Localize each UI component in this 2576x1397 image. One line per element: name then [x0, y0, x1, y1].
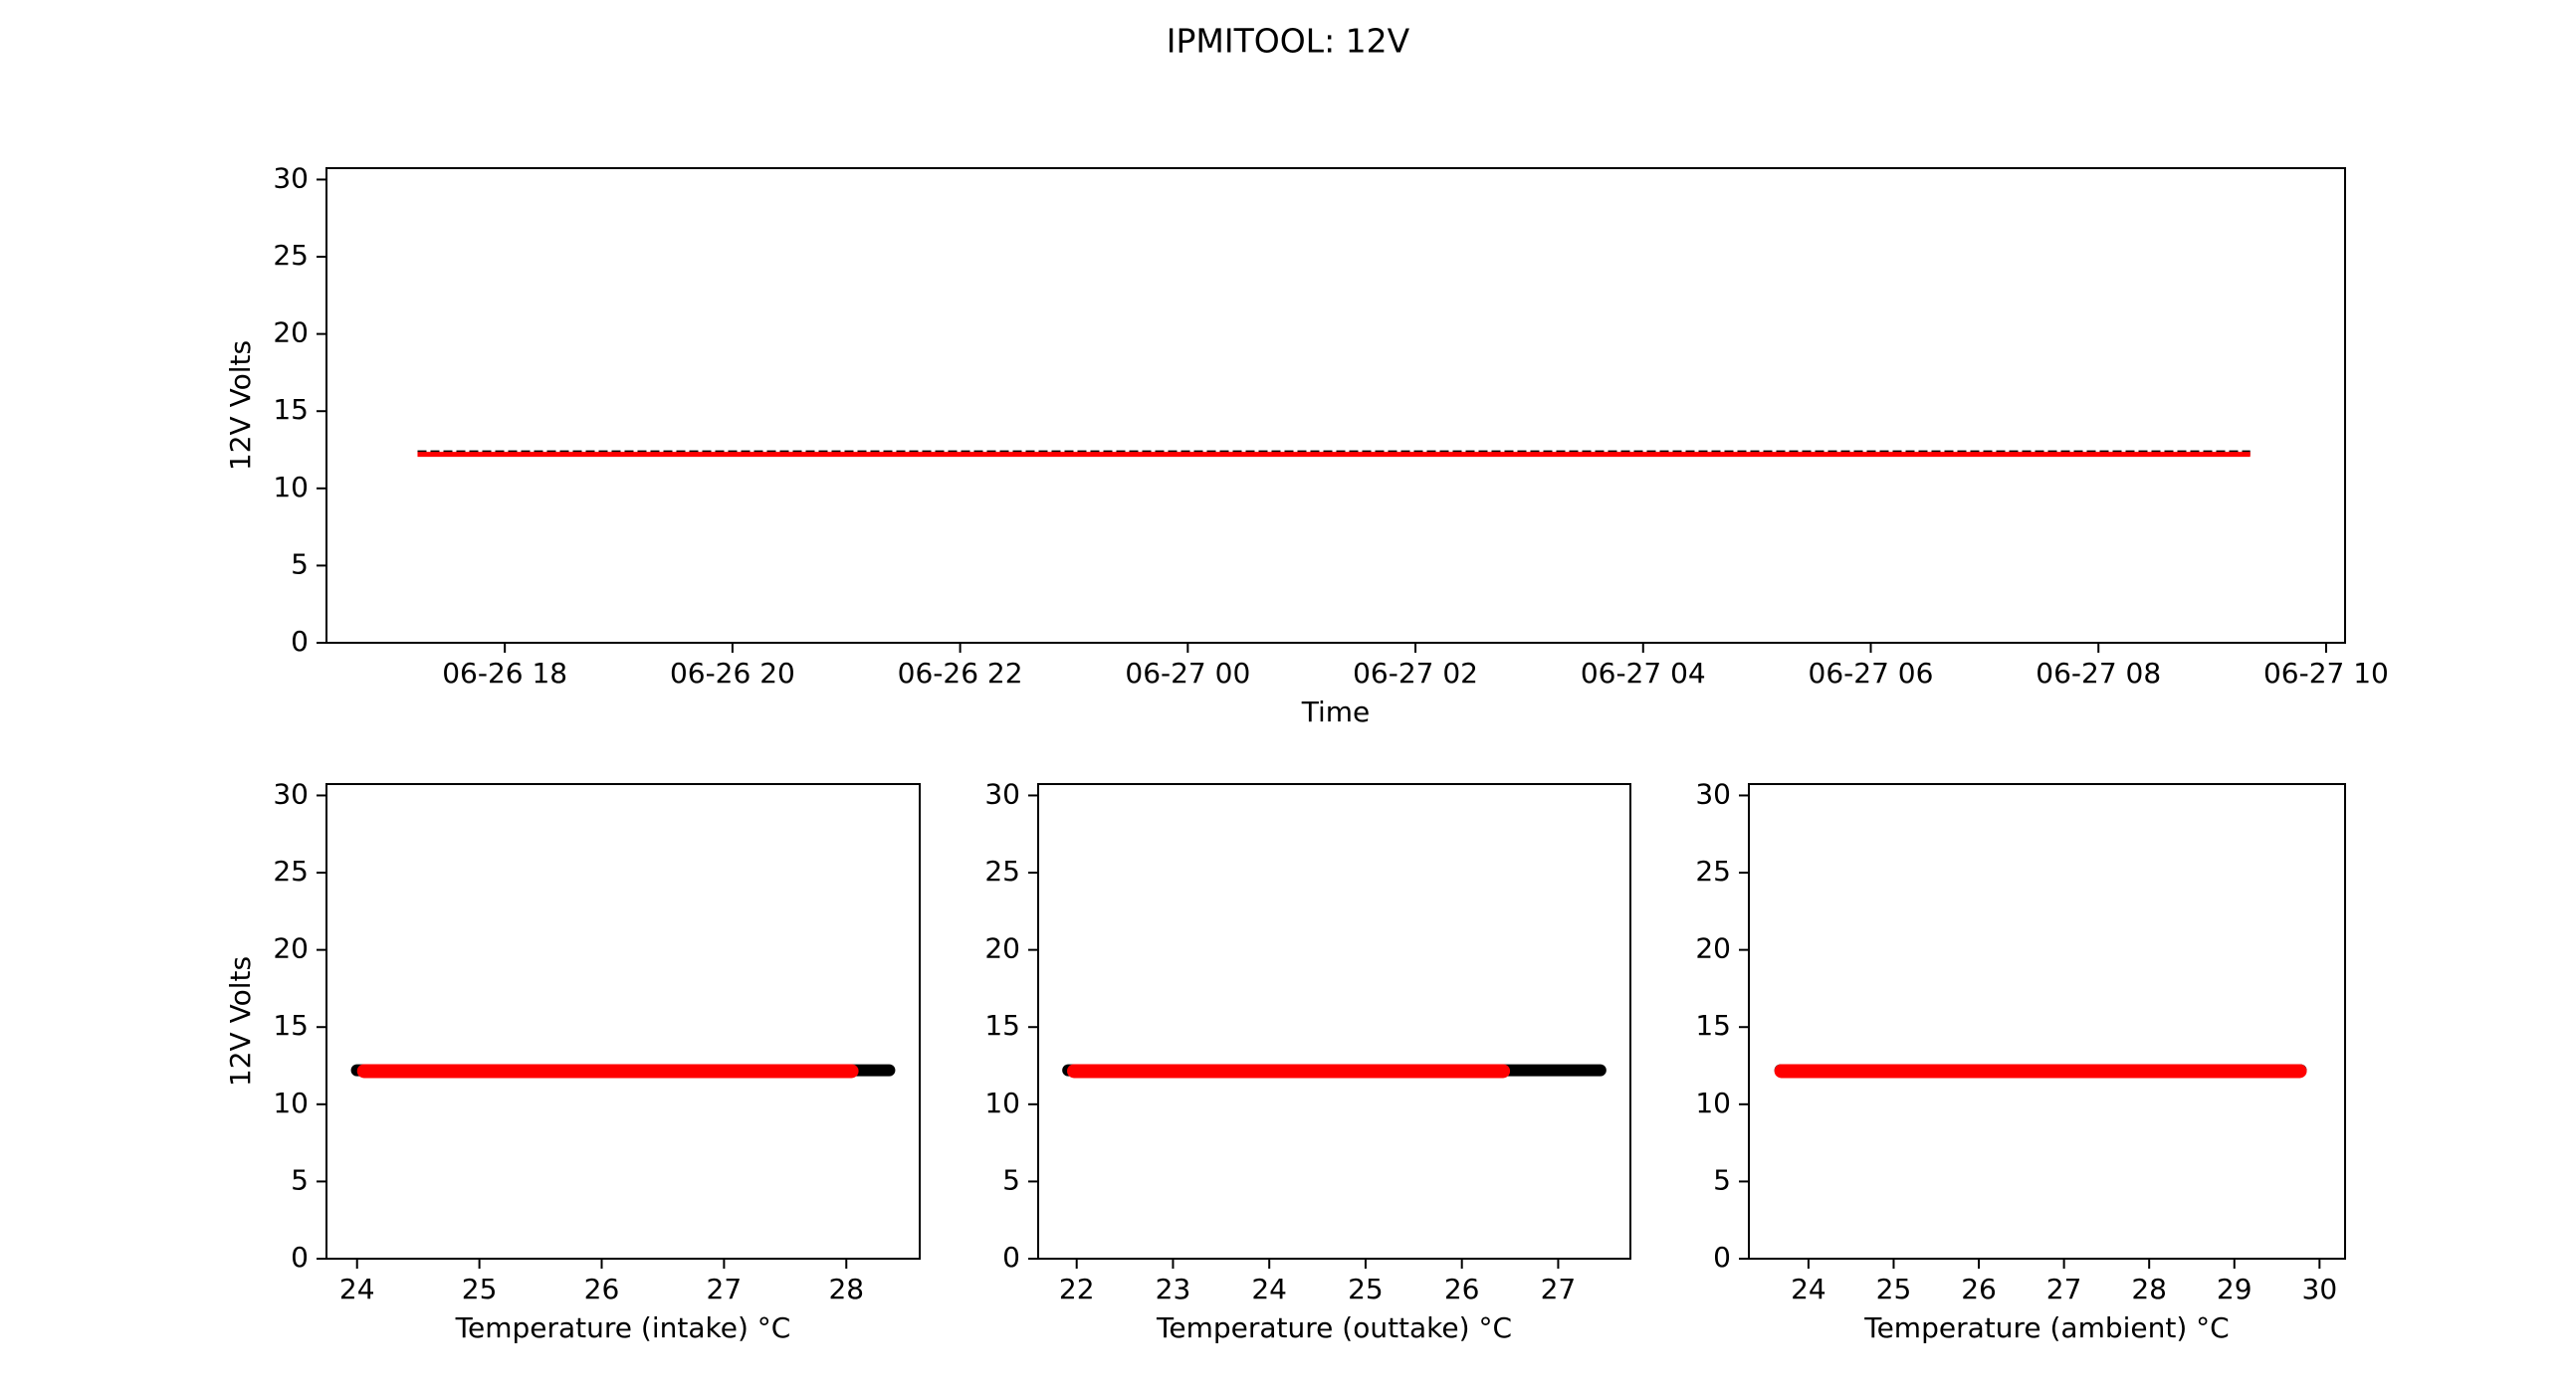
y-axis-label: 12V Volts [224, 340, 257, 471]
y-tick-label: 20 [984, 932, 1020, 965]
y-tick-label: 5 [1713, 1163, 1731, 1196]
axes-frame [325, 167, 2346, 644]
x-axis-label: Temperature (intake) °C [455, 1311, 791, 1344]
x-tick-label: 06-27 10 [2263, 657, 2389, 690]
series-band-red [356, 1064, 859, 1079]
x-tick-label: 28 [2131, 1273, 2167, 1305]
x-axis-label: Time [1301, 696, 1371, 728]
x-tick-label: 23 [1156, 1273, 1191, 1305]
series-red [1774, 1064, 2307, 1079]
y-tick-label: 25 [273, 855, 309, 888]
series-red [1067, 1064, 1511, 1079]
x-tick-label: 29 [2217, 1273, 2253, 1305]
x-tick-label: 25 [1876, 1273, 1912, 1305]
x-tick-label: 27 [1541, 1273, 1577, 1305]
series-band-red [1774, 1064, 2307, 1079]
x-tick-label: 28 [828, 1273, 864, 1305]
y-tick-label: 30 [1695, 777, 1731, 810]
chart-panel-3: 0 5 10 15 20 25 30 24 25 26 27 28 29 30 Temperature (a… [1695, 777, 2346, 1344]
y-tick-label: 5 [1002, 1163, 1020, 1196]
y-tick-label: 0 [1713, 1241, 1731, 1274]
y-tick-label: 20 [273, 932, 309, 965]
figure-title: IPMITOOL: 12V [1167, 22, 1410, 61]
x-tick-label: 26 [584, 1273, 620, 1305]
chart-panel-1: 0 5 10 15 20 25 30 24 25 26 27 28 Temperature (intak… [224, 777, 921, 1344]
x-tick-label: 26 [1961, 1273, 1997, 1305]
x-tick-label: 06-27 02 [1353, 657, 1478, 690]
x-tick-label: 24 [1251, 1273, 1287, 1305]
chart-panel-0: 0 5 10 15 20 25 30 06-26 18 06-26 20 06-26 22 06-2… [224, 161, 2389, 728]
x-tick-label: 25 [462, 1273, 498, 1305]
x-tick-label: 06-27 06 [1809, 657, 1934, 690]
y-tick-label: 25 [273, 239, 309, 272]
x-tick-label: 24 [339, 1273, 375, 1305]
x-tick-label: 25 [1348, 1273, 1384, 1305]
y-tick-label: 5 [291, 547, 309, 580]
x-axis-label: Temperature (outtake) °C [1156, 1311, 1512, 1344]
y-tick-label: 30 [984, 777, 1020, 810]
y-tick-label: 15 [273, 393, 309, 426]
x-tick-label: 22 [1059, 1273, 1095, 1305]
y-tick-label: 0 [291, 1241, 309, 1274]
y-tick-label: 15 [984, 1009, 1020, 1042]
axes-frame [1037, 783, 1631, 1260]
x-tick-label: 06-27 04 [1581, 657, 1706, 690]
x-tick-label: 27 [707, 1273, 743, 1305]
axes-frame [1748, 783, 2346, 1260]
y-tick-label: 10 [984, 1087, 1020, 1119]
y-tick-label: 15 [273, 1009, 309, 1042]
series-red [356, 1064, 859, 1079]
x-tick-label: 27 [2046, 1273, 2082, 1305]
y-axis-label: 12V Volts [224, 956, 257, 1087]
x-tick-label: 26 [1444, 1273, 1480, 1305]
y-tick-label: 20 [273, 316, 309, 349]
x-tick-label: 24 [1791, 1273, 1826, 1305]
x-tick-label: 06-26 22 [898, 657, 1023, 690]
y-tick-label: 25 [984, 855, 1020, 888]
chart-panel-2: 0 5 10 15 20 25 30 22 23 24 25 26 27 Temperature (out… [984, 777, 1631, 1344]
x-axis-label: Temperature (ambient) °C [1863, 1311, 2230, 1344]
x-tick-label: 06-27 00 [1125, 657, 1250, 690]
y-tick-label: 10 [273, 471, 309, 503]
x-tick-label: 06-26 18 [442, 657, 567, 690]
axes-frame [325, 783, 921, 1260]
y-tick-label: 10 [273, 1087, 309, 1119]
x-tick-label: 06-27 08 [2036, 657, 2161, 690]
y-tick-label: 10 [1695, 1087, 1731, 1119]
y-tick-label: 20 [1695, 932, 1731, 965]
y-tick-label: 30 [273, 161, 309, 194]
x-tick-label: 30 [2302, 1273, 2338, 1305]
y-tick-label: 5 [291, 1163, 309, 1196]
y-tick-label: 0 [1002, 1241, 1020, 1274]
y-tick-label: 15 [1695, 1009, 1731, 1042]
x-tick-label: 06-26 20 [670, 657, 795, 690]
series-band-red [1067, 1064, 1511, 1079]
y-tick-label: 25 [1695, 855, 1731, 888]
y-tick-label: 0 [291, 625, 309, 658]
y-tick-label: 30 [273, 777, 309, 810]
